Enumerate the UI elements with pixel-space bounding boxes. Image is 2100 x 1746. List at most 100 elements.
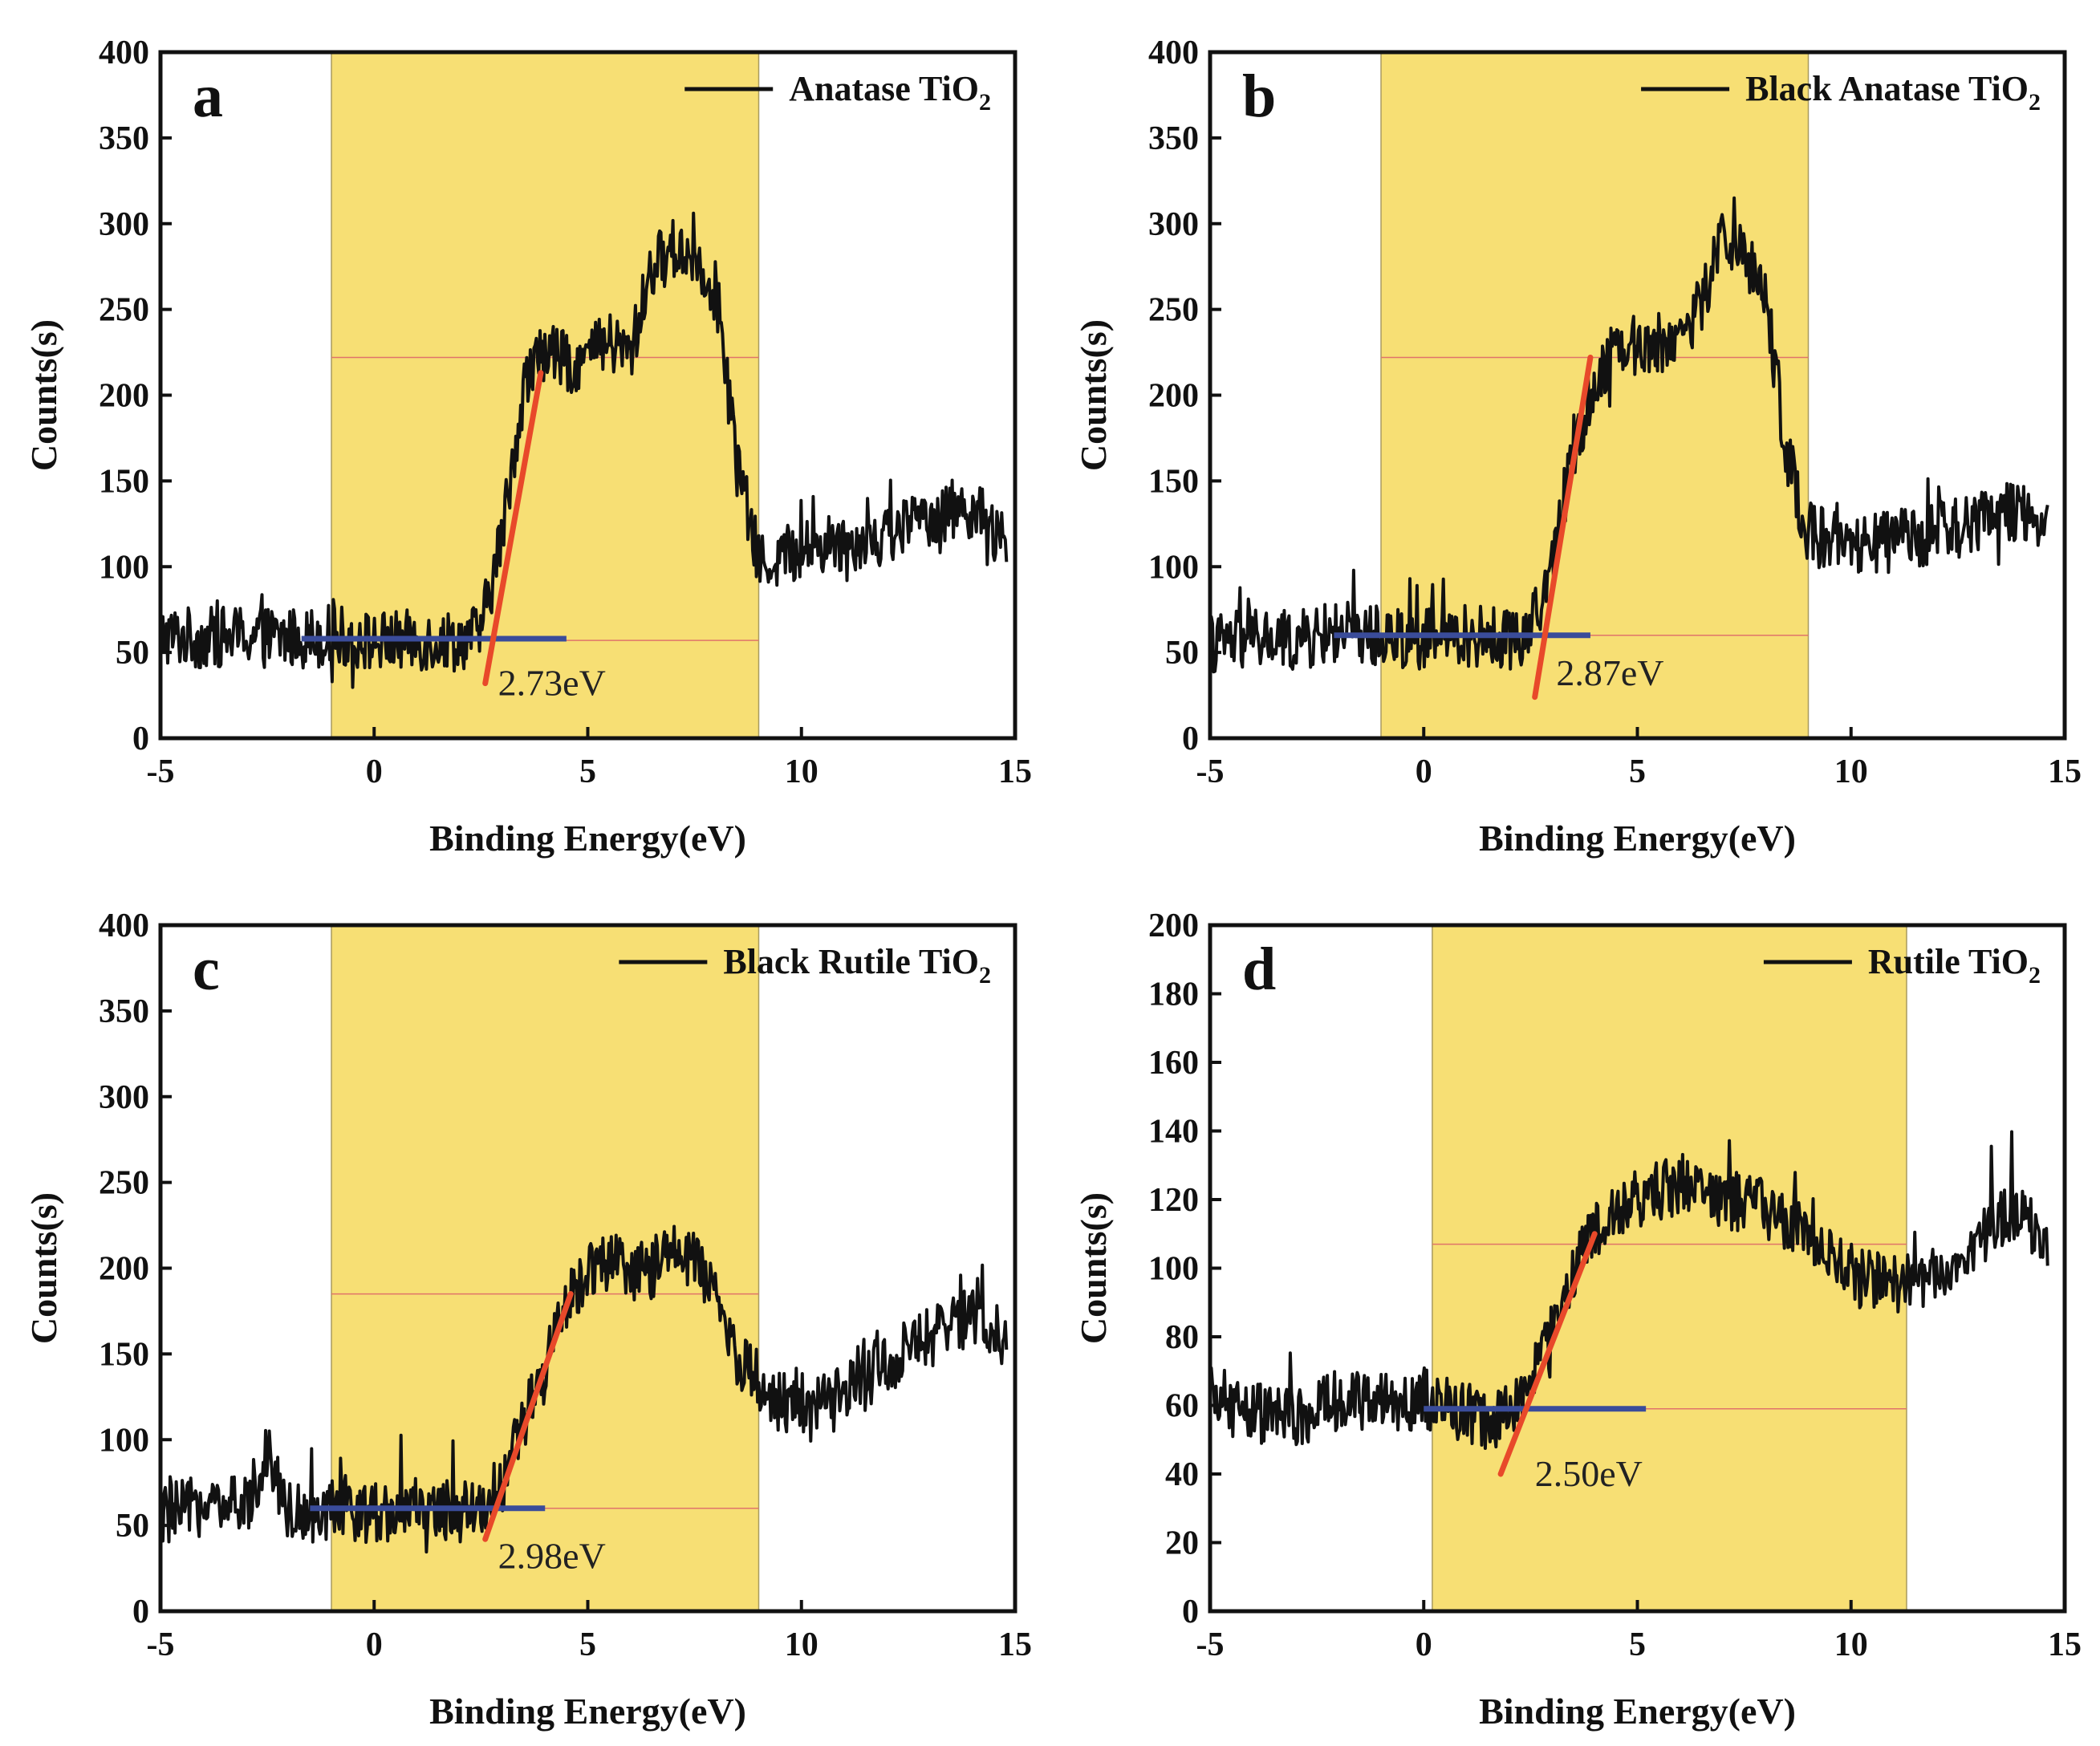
x-tick-label: 10 bbox=[785, 1626, 818, 1663]
y-axis-title: Counts(s) bbox=[1073, 1192, 1114, 1344]
x-tick-label: 0 bbox=[1416, 753, 1432, 790]
x-tick-label: 15 bbox=[2048, 753, 2082, 790]
y-tick-label: 150 bbox=[1148, 463, 1199, 500]
y-tick-label: 20 bbox=[1165, 1525, 1199, 1562]
panel-letter: b bbox=[1242, 63, 1276, 130]
legend-subscript: 2 bbox=[979, 89, 991, 116]
y-tick-label: 150 bbox=[99, 1336, 149, 1373]
y-tick-label: 350 bbox=[99, 120, 149, 157]
y-tick-label: 200 bbox=[99, 378, 149, 415]
legend-subscript: 2 bbox=[2029, 962, 2041, 989]
series-line-a bbox=[159, 211, 1009, 689]
y-tick-label: 250 bbox=[99, 292, 149, 329]
y-tick-label: 0 bbox=[132, 1594, 149, 1630]
x-tick-label: 10 bbox=[785, 753, 818, 790]
y-tick-label: 200 bbox=[1148, 908, 1199, 944]
series-line-b bbox=[1208, 196, 2049, 674]
edge-fit-line bbox=[1532, 354, 1594, 700]
y-tick-label: 180 bbox=[1148, 977, 1199, 1013]
y-tick-label: 400 bbox=[99, 908, 149, 944]
x-tick-label: 10 bbox=[1834, 753, 1868, 790]
x-axis-title: Binding Energy(eV) bbox=[1479, 818, 1796, 859]
y-tick-label: 400 bbox=[1148, 35, 1199, 71]
x-tick-label: 0 bbox=[366, 753, 383, 790]
x-tick-label: 15 bbox=[998, 1626, 1032, 1663]
x-tick-label: -5 bbox=[1196, 1626, 1225, 1663]
x-tick-label: 0 bbox=[366, 1626, 383, 1663]
y-tick-label: 100 bbox=[99, 549, 149, 586]
chart-b-svg: 2.87eV-5 0 5 10 15050100150200250300350400Bi… bbox=[1073, 35, 2082, 859]
series-line-d bbox=[1208, 1130, 2049, 1450]
y-tick-label: 200 bbox=[99, 1251, 149, 1288]
legend-prefix: Anatase TiO bbox=[789, 69, 979, 108]
chart-panel-b: 2.87eV -5 0 5 10 15 0 50 100 150 200 250 300 350 400 Bi… bbox=[1050, 0, 2099, 873]
y-tick-label: 250 bbox=[1148, 292, 1199, 329]
legend-prefix: Black Rutile TiO bbox=[723, 942, 979, 981]
chart-panel-a: 2.73eV -5 0 5 10 15 0 50 100 150 200 250 300 350 400 Bi… bbox=[0, 0, 1050, 873]
edge-fit-line bbox=[1497, 1231, 1598, 1477]
x-tick-label: 15 bbox=[2048, 1626, 2082, 1663]
y-tick-label: 60 bbox=[1165, 1388, 1199, 1425]
panel-letter: d bbox=[1242, 936, 1276, 1003]
y-tick-label: 100 bbox=[1148, 1251, 1199, 1288]
x-tick-label: -5 bbox=[147, 1626, 175, 1663]
x-tick-label: -5 bbox=[1196, 753, 1225, 790]
shaded-region bbox=[331, 51, 760, 739]
legend-prefix: Black Anatase TiO bbox=[1745, 69, 2029, 108]
panel-letter: a bbox=[193, 63, 223, 130]
legend-subscript: 2 bbox=[2029, 89, 2041, 116]
x-axis-title: Binding Energy(eV) bbox=[429, 1691, 746, 1732]
y-tick-label: 50 bbox=[1165, 635, 1199, 672]
chart-a-svg: 2.73eV-5 0 5 10 15050100150200250300350400Bi… bbox=[23, 35, 1032, 859]
y-tick-label: 300 bbox=[99, 206, 149, 243]
y-tick-label: 100 bbox=[99, 1422, 149, 1459]
y-tick-label: 0 bbox=[132, 721, 149, 757]
y-tick-label: 350 bbox=[99, 993, 149, 1030]
y-tick-label: 0 bbox=[1182, 1594, 1199, 1630]
y-tick-label: 80 bbox=[1165, 1319, 1199, 1356]
x-tick-label: 5 bbox=[1629, 1626, 1646, 1663]
chart-d-svg: 2.50eV-5 0 5 10 1502040608010012014016018020… bbox=[1073, 908, 2082, 1732]
y-tick-label: 40 bbox=[1165, 1456, 1199, 1493]
x-tick-label: 5 bbox=[1629, 753, 1646, 790]
y-tick-label: 250 bbox=[99, 1165, 149, 1202]
panel-letter: c bbox=[193, 936, 220, 1003]
edge-fit-line bbox=[482, 1291, 574, 1542]
y-tick-label: 120 bbox=[1148, 1182, 1199, 1219]
y-tick-label: 0 bbox=[1182, 721, 1199, 757]
y-tick-label: 300 bbox=[1148, 206, 1199, 243]
legend-label: Rutile TiO2 bbox=[1868, 942, 2041, 989]
band-gap-label: 2.73eV bbox=[498, 663, 606, 704]
y-tick-label: 400 bbox=[99, 35, 149, 71]
x-tick-label: 0 bbox=[1416, 1626, 1432, 1663]
y-tick-label: 200 bbox=[1148, 378, 1199, 415]
y-axis-title: Counts(s) bbox=[23, 319, 64, 471]
x-tick-label: -5 bbox=[147, 753, 175, 790]
band-gap-label: 2.87eV bbox=[1556, 652, 1663, 693]
x-tick-label: 5 bbox=[579, 1626, 596, 1663]
y-tick-label: 50 bbox=[116, 1508, 149, 1545]
x-axis-title: Binding Energy(eV) bbox=[429, 818, 746, 859]
chart-panel-c: 2.98eV -5 0 5 10 15 0 50 100 150 200 250 300 350 400 Bi… bbox=[0, 873, 1050, 1746]
chart-c-svg: 2.98eV-5 0 5 10 15050100150200250300350400Bi… bbox=[23, 908, 1032, 1732]
y-tick-label: 50 bbox=[116, 635, 149, 672]
y-tick-label: 350 bbox=[1148, 120, 1199, 157]
series-line-c bbox=[159, 1224, 1009, 1554]
legend-label: Black Anatase TiO2 bbox=[1745, 69, 2041, 116]
legend-prefix: Rutile TiO bbox=[1868, 942, 2029, 981]
y-tick-label: 300 bbox=[99, 1079, 149, 1116]
y-tick-label: 160 bbox=[1148, 1045, 1199, 1082]
legend-label: Black Rutile TiO2 bbox=[723, 942, 991, 989]
chart-panel-d: 2.50eV -5 0 5 10 15 0 20 40 60 80 100 120 140 160 180 20… bbox=[1050, 873, 2099, 1746]
y-axis-title: Counts(s) bbox=[1073, 319, 1114, 471]
y-tick-label: 140 bbox=[1148, 1114, 1199, 1151]
x-axis-title: Binding Energy(eV) bbox=[1479, 1691, 1796, 1732]
x-tick-label: 5 bbox=[579, 753, 596, 790]
legend-label: Anatase TiO2 bbox=[789, 69, 991, 116]
y-tick-label: 150 bbox=[99, 463, 149, 500]
band-gap-label: 2.98eV bbox=[498, 1536, 606, 1577]
legend-subscript: 2 bbox=[979, 962, 991, 989]
x-tick-label: 10 bbox=[1834, 1626, 1868, 1663]
band-gap-label: 2.50eV bbox=[1535, 1453, 1643, 1494]
edge-fit-line bbox=[482, 370, 544, 687]
